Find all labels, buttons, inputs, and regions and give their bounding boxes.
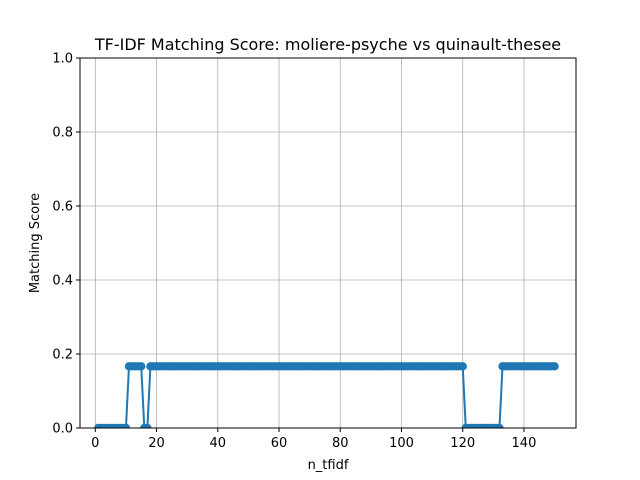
x-axis-label: n_tfidf: [308, 458, 349, 473]
data-point: [121, 423, 131, 428]
y-axis: 0.0 0.2 0.4 0.6 0.8 1.0: [52, 52, 80, 437]
data-point: [550, 362, 559, 371]
y-tick-label: 0.2: [52, 348, 73, 363]
data-point: [458, 362, 467, 371]
x-tick-label: 60: [271, 436, 288, 451]
data-point: [137, 362, 146, 371]
y-tick-label: 0.4: [52, 274, 73, 289]
x-tick-label: 20: [148, 436, 165, 451]
y-tick-label: 0.8: [52, 126, 73, 141]
data-point: [143, 423, 152, 428]
y-tick-label: 0.6: [52, 200, 73, 215]
x-tick-label: 100: [389, 436, 414, 451]
plot-frame: [79, 57, 577, 429]
x-tick-label: 40: [210, 436, 227, 451]
y-tick-label: 0.0: [52, 422, 73, 437]
y-axis-label: Matching Score: [28, 193, 43, 293]
data-point: [495, 423, 504, 428]
x-axis: 0 20 40 60 80 100 120 140: [91, 428, 536, 451]
y-tick-label: 1.0: [52, 52, 73, 67]
x-tick-label: 0: [91, 436, 99, 451]
x-tick-label: 120: [450, 436, 475, 451]
x-tick-label: 140: [512, 436, 537, 451]
series-layer: [94, 362, 559, 428]
chart-title: TF-IDF Matching Score: moliere-psyche vs…: [94, 35, 561, 54]
x-tick-label: 80: [332, 436, 349, 451]
